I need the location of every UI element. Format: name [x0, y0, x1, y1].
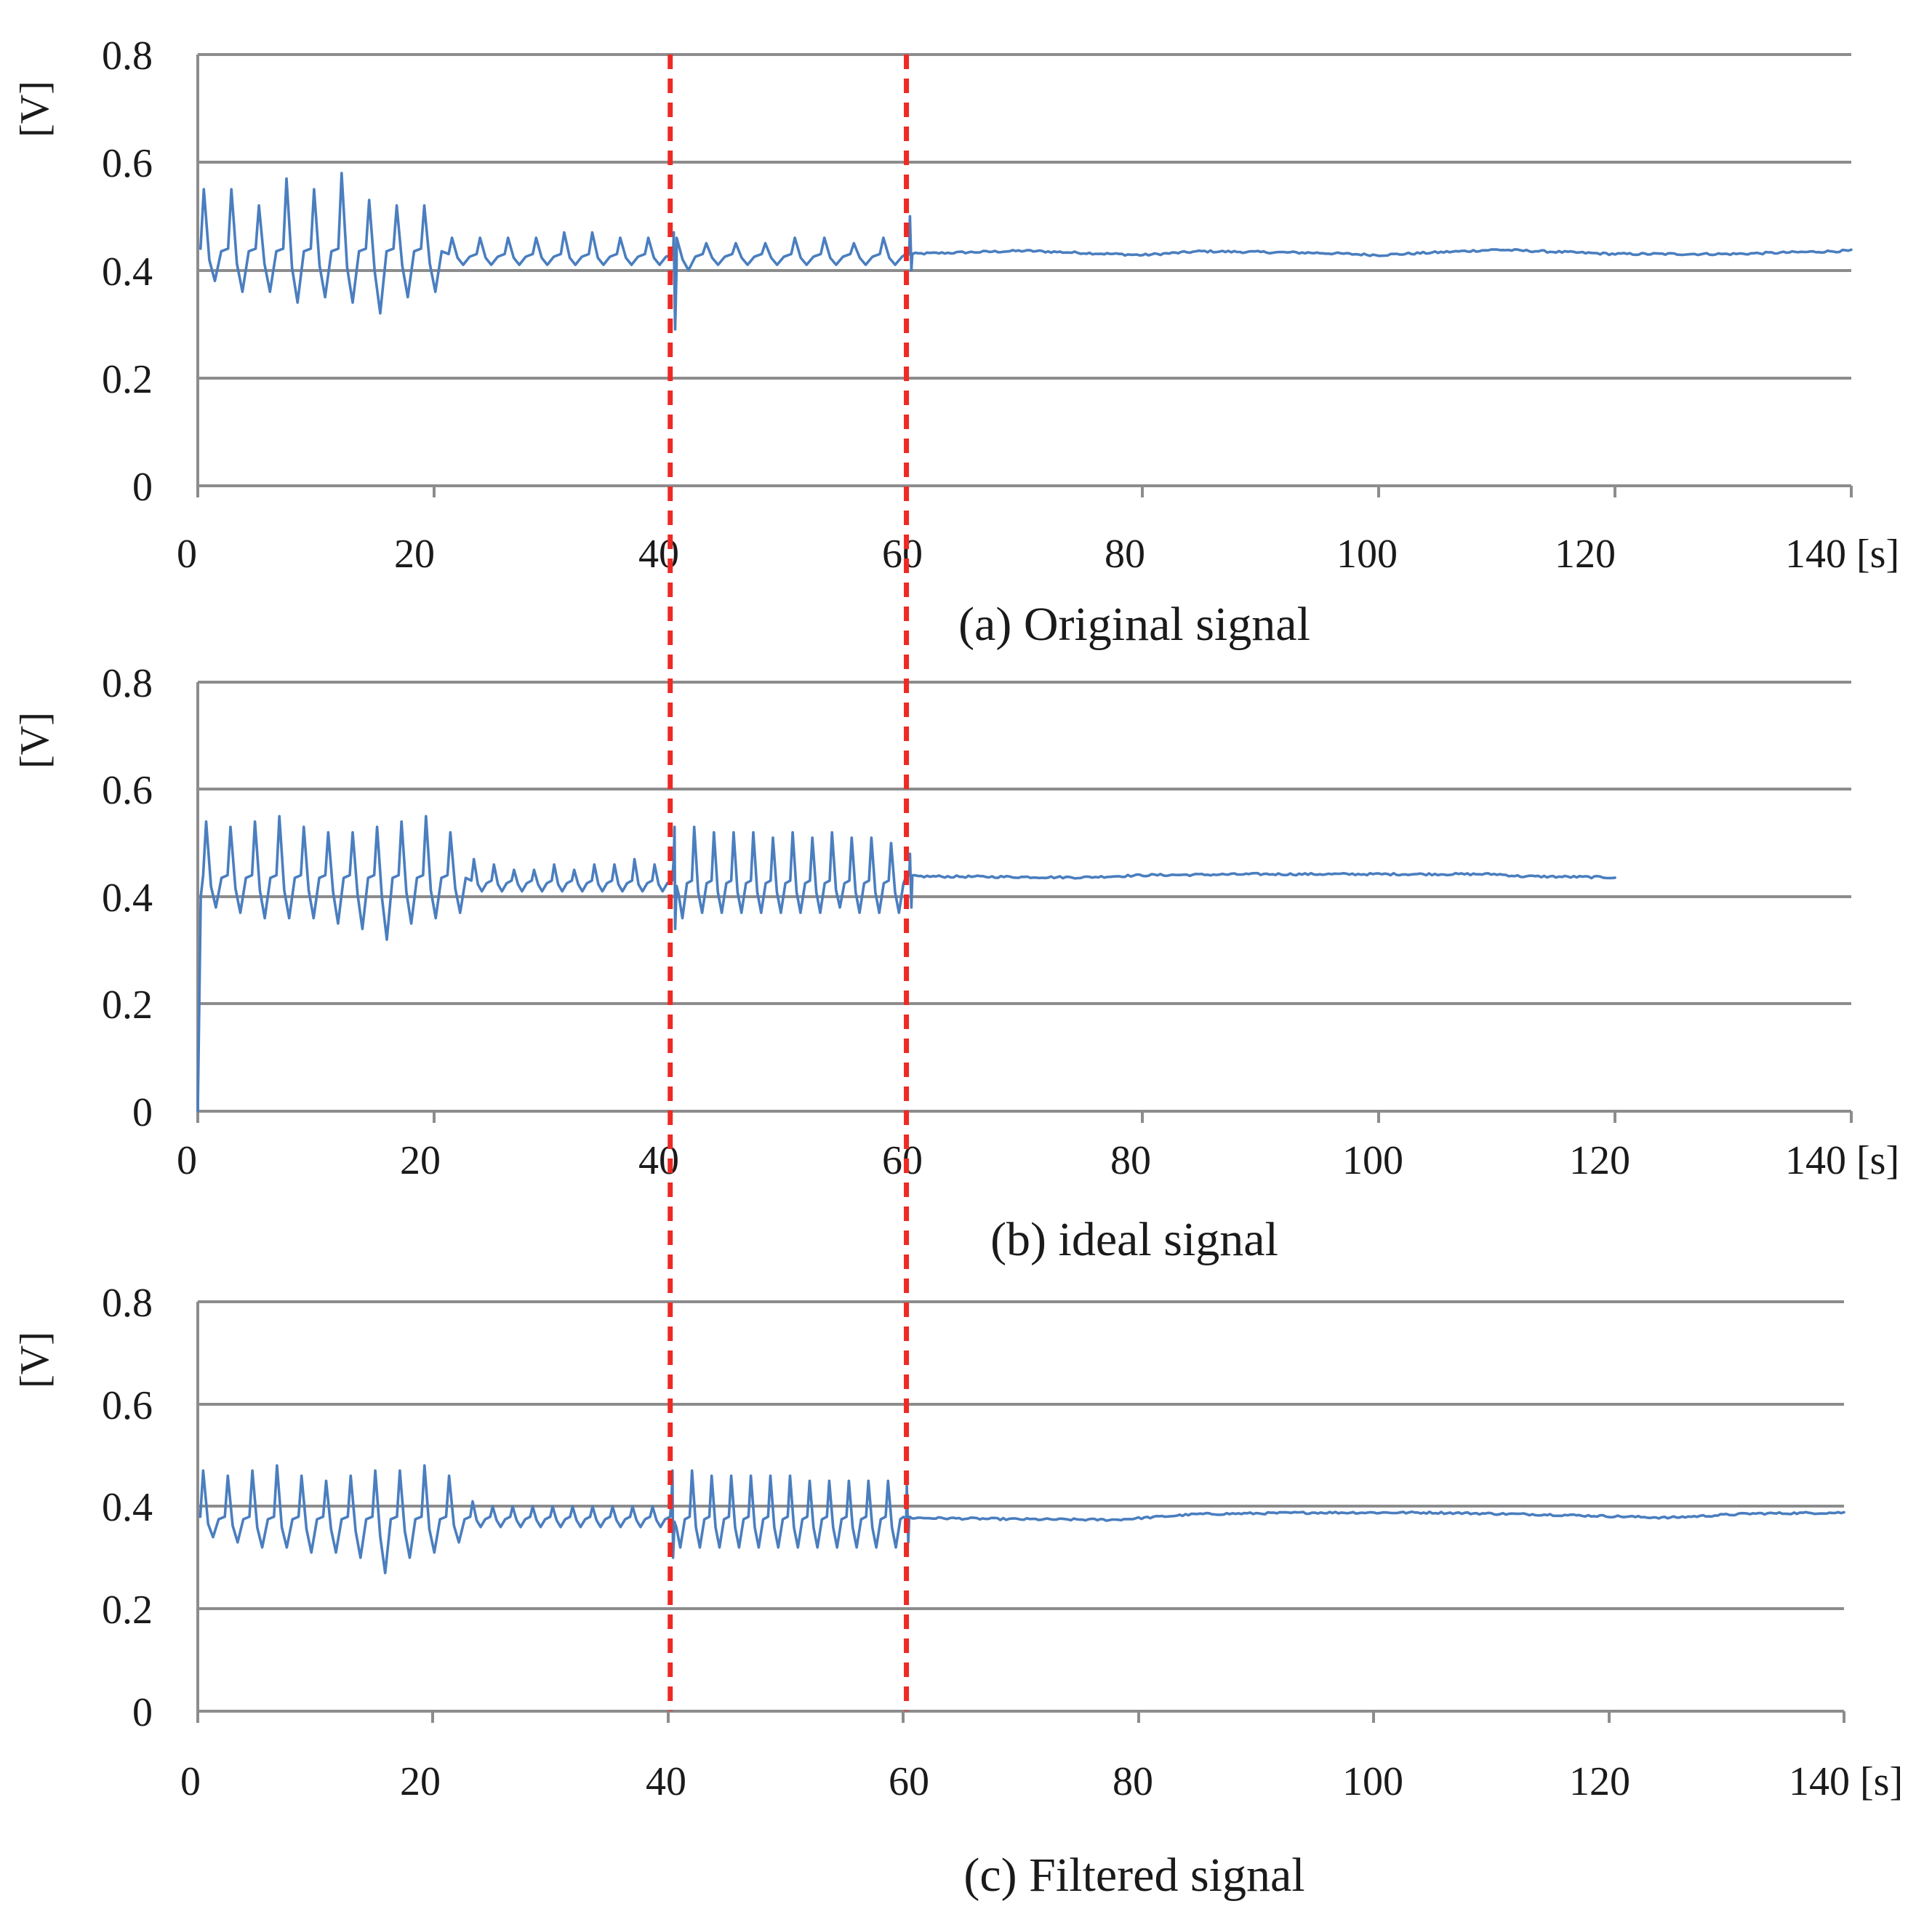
panel-b-y-tick-label: 0.2	[102, 982, 153, 1028]
panel-c-y-tick-label: 0.6	[102, 1383, 153, 1428]
panel-a-y-axis-label: [V]	[12, 81, 57, 137]
panel-c-signal-line	[199, 1464, 1845, 1574]
panel-a-gridlines	[198, 53, 1851, 380]
panel-b-x-tick-label: 40	[638, 1138, 679, 1183]
panel-b-x-tick-label: 120	[1569, 1138, 1630, 1183]
panel-b-caption: (b) ideal signal	[990, 1213, 1278, 1266]
panel-c-gridlines	[198, 1300, 1844, 1610]
panel-c-x-tick-label: 100	[1342, 1759, 1403, 1804]
panel-filtered-signal: 0 0.2 0.4 0.6 0.8 0 20 40 60 80 100 120 …	[12, 1281, 1903, 1902]
panel-a-x-tick-label: 140	[1785, 532, 1846, 577]
panel-a-y-tick-labels: 0 0.2 0.4 0.6 0.8	[102, 33, 153, 510]
panel-c-y-tick-labels: 0 0.2 0.4 0.6 0.8	[102, 1281, 153, 1735]
panel-a-x-tick-label: 20	[394, 532, 435, 577]
panel-a-x-tick-labels: 0 20 40 60 80 100 120 140	[177, 532, 1846, 577]
panel-c-x-tick-label: 20	[400, 1759, 441, 1804]
panel-a-y-tick-label: 0	[132, 465, 153, 510]
time-markers	[668, 55, 910, 1711]
panel-c-x-tick-labels: 0 20 40 60 80 100 120 140	[180, 1759, 1850, 1804]
panel-b-x-tick-label: 60	[882, 1138, 923, 1183]
panel-a-caption: (a) Original signal	[958, 598, 1310, 651]
panel-b-x-tick-labels: 0 20 40 60 80 100 120 140	[177, 1138, 1846, 1183]
panel-b-y-tick-label: 0.4	[102, 876, 153, 921]
panel-b-x-tick-marks	[196, 1111, 1853, 1123]
panel-c-y-tick-label: 0	[132, 1690, 153, 1735]
panel-b-y-tick-label: 0	[132, 1090, 153, 1135]
panel-b-y-tick-label: 0.8	[102, 661, 153, 706]
panel-b-y-tick-labels: 0 0.2 0.4 0.6 0.8	[102, 661, 153, 1135]
panel-c-x-unit-label: [s]	[1860, 1759, 1903, 1804]
panel-c-x-tick-marks	[196, 1711, 1845, 1723]
panel-a-x-tick-label: 0	[177, 532, 197, 577]
panel-a-x-tick-label: 40	[638, 532, 679, 577]
panel-b-x-tick-label: 20	[400, 1138, 441, 1183]
panel-b-signal-line	[196, 815, 1616, 1113]
panel-b-x-tick-label: 0	[177, 1138, 197, 1183]
panel-c-x-tick-label: 0	[180, 1759, 201, 1804]
panel-c-y-axis-label: [V]	[12, 1332, 57, 1388]
panel-c-x-tick-label: 120	[1569, 1759, 1630, 1804]
panel-a-y-tick-label: 0.6	[102, 141, 153, 186]
panel-c-y-tick-label: 0.8	[102, 1281, 153, 1326]
panel-c-caption: (c) Filtered signal	[963, 1849, 1304, 1902]
panel-a-x-tick-label: 80	[1105, 532, 1145, 577]
panel-b-x-tick-label: 80	[1110, 1138, 1151, 1183]
panel-b-x-tick-label: 140	[1785, 1138, 1846, 1183]
panel-b-gridlines	[198, 681, 1851, 1005]
panel-c-x-tick-label: 80	[1113, 1759, 1153, 1804]
panel-a-y-tick-label: 0.8	[102, 33, 153, 79]
panel-c-x-tick-label: 60	[889, 1759, 929, 1804]
panel-c-x-tick-label: 140	[1789, 1759, 1850, 1804]
panel-b-x-tick-label: 100	[1342, 1138, 1403, 1183]
panel-b-x-unit-label: [s]	[1856, 1138, 1899, 1183]
panel-c-x-tick-label: 40	[646, 1759, 686, 1804]
panel-b-y-axis-label: [V]	[12, 712, 57, 769]
panel-a-y-tick-label: 0.2	[102, 357, 153, 402]
panel-c-y-tick-label: 0.4	[102, 1485, 153, 1530]
panel-c-y-tick-label: 0.2	[102, 1588, 153, 1633]
panel-a-x-tick-marks	[196, 486, 1853, 497]
panel-a-x-tick-label: 100	[1336, 532, 1398, 577]
panel-a-x-tick-label: 120	[1555, 532, 1616, 577]
panel-b-y-tick-label: 0.6	[102, 768, 153, 813]
panel-a-y-tick-label: 0.4	[102, 249, 153, 295]
panel-original-signal: 0 0.2 0.4 0.6 0.8 0 20 40 60 80 100 120 …	[12, 33, 1899, 651]
panel-ideal-signal: 0 0.2 0.4 0.6 0.8 0 20 40 60 80 100 120 …	[12, 661, 1899, 1266]
panel-a-x-unit-label: [s]	[1856, 532, 1899, 577]
panel-a-signal-line	[199, 172, 1853, 331]
panel-a-x-tick-label: 60	[882, 532, 923, 577]
